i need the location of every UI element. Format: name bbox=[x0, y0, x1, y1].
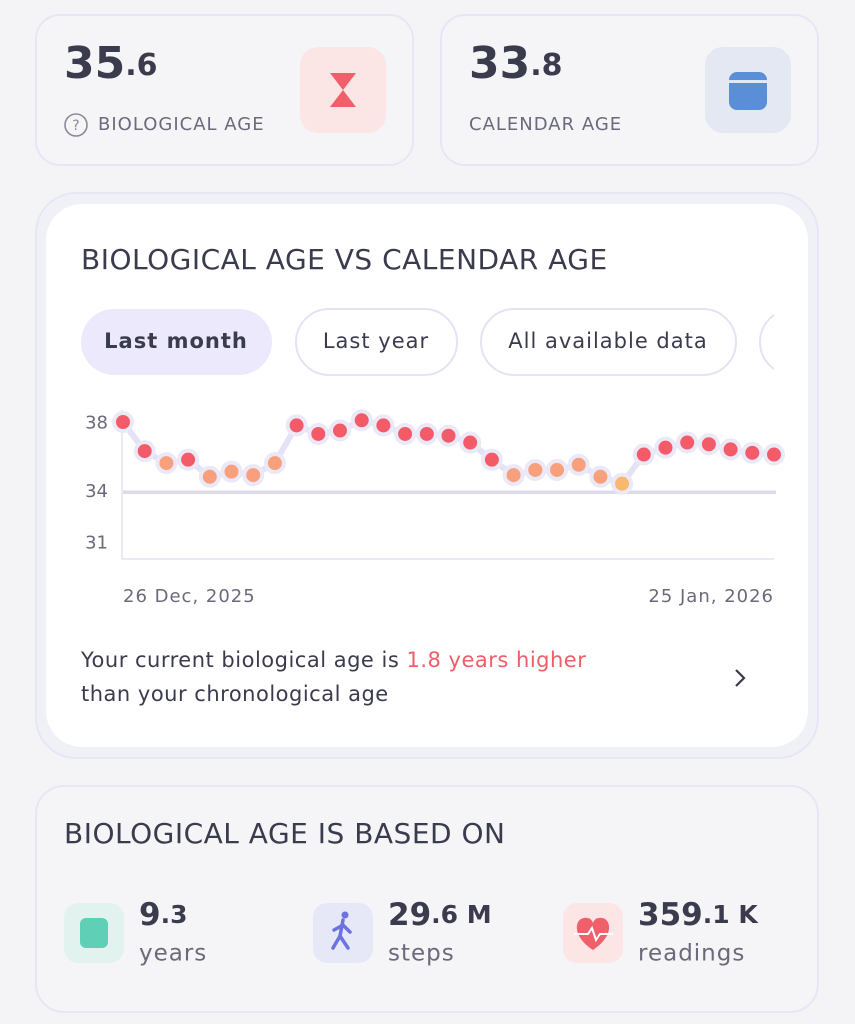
steps-head bbox=[341, 911, 349, 919]
plot: 31 34 38 26 Dec, 2025 25 Jan, 2026 bbox=[85, 409, 785, 607]
data-point bbox=[394, 422, 417, 445]
data-point bbox=[307, 422, 330, 445]
dec: .6 bbox=[431, 900, 458, 929]
help-mark: ? bbox=[72, 118, 79, 134]
tabs bbox=[81, 308, 855, 376]
data-point bbox=[437, 424, 460, 447]
unit: M bbox=[458, 900, 492, 929]
data-point bbox=[567, 453, 590, 476]
data-point bbox=[632, 443, 655, 466]
cal-label: CALENDAR AGE bbox=[469, 114, 622, 135]
summary-line2: than your chronological age bbox=[81, 682, 389, 706]
tab-label: All available data bbox=[508, 329, 707, 353]
steps-icon bbox=[331, 918, 352, 950]
item-label: steps bbox=[388, 941, 455, 967]
data-point bbox=[329, 419, 351, 442]
int: 359 bbox=[638, 897, 703, 933]
tab-label: Last month bbox=[104, 329, 248, 353]
dec: .3 bbox=[161, 900, 188, 929]
x-tick-label: 26 Dec, 2025 bbox=[123, 586, 256, 607]
tab[interactable] bbox=[295, 308, 458, 376]
item-label: readings bbox=[638, 941, 745, 967]
data-point bbox=[133, 440, 156, 463]
tab[interactable] bbox=[81, 309, 272, 375]
data-point bbox=[372, 414, 395, 437]
tab[interactable] bbox=[759, 309, 855, 375]
data-point bbox=[263, 452, 286, 475]
data-point bbox=[697, 433, 720, 456]
tab[interactable] bbox=[480, 308, 737, 376]
data-point bbox=[589, 465, 612, 488]
data-point bbox=[198, 465, 221, 488]
highlight: 1.8 years higher bbox=[406, 648, 586, 672]
y-tick-label: 34 bbox=[85, 481, 108, 502]
data-point bbox=[177, 448, 200, 471]
item-value: 359.1 K bbox=[638, 897, 759, 933]
item-label: years bbox=[139, 941, 207, 967]
hourglass-icon bbox=[330, 73, 356, 107]
int: 9 bbox=[139, 897, 161, 933]
pulse bbox=[574, 925, 613, 943]
dec: .1 bbox=[703, 900, 730, 929]
data-point bbox=[719, 438, 742, 461]
int: 33 bbox=[469, 38, 530, 89]
based-title: BIOLOGICAL AGE IS BASED ON bbox=[64, 817, 505, 850]
data-point bbox=[741, 441, 764, 464]
chart-title: BIOLOGICAL AGE VS CALENDAR AGE bbox=[81, 243, 608, 276]
data-point bbox=[350, 409, 373, 432]
bio-value: 35.6 bbox=[64, 38, 158, 89]
based-card bbox=[35, 785, 819, 1013]
data-point bbox=[285, 414, 308, 437]
bio-label: BIOLOGICAL AGE bbox=[98, 114, 265, 135]
dec: .8 bbox=[530, 48, 562, 83]
data-point bbox=[654, 436, 677, 459]
data-point bbox=[220, 460, 243, 483]
int: 35 bbox=[64, 38, 125, 89]
item-value: 9.3 bbox=[139, 897, 187, 933]
calendar-line bbox=[729, 80, 767, 83]
calendar-icon bbox=[80, 918, 108, 948]
data-point bbox=[242, 464, 265, 487]
data-point bbox=[546, 458, 568, 481]
icon-box bbox=[313, 903, 373, 963]
y-tick-label: 31 bbox=[85, 533, 108, 554]
summary-line1: Your current biological age is 1.8 years… bbox=[80, 648, 586, 672]
text: Your current biological age is bbox=[80, 648, 399, 672]
int: 29 bbox=[388, 897, 431, 933]
chevron[interactable] bbox=[735, 669, 746, 687]
dec: .6 bbox=[125, 48, 157, 83]
data-point bbox=[480, 448, 503, 471]
data-point bbox=[415, 422, 438, 445]
item-value: 29.6 M bbox=[388, 897, 492, 933]
calendar-icon bbox=[729, 72, 767, 110]
data-point bbox=[763, 443, 785, 466]
data-point bbox=[676, 431, 699, 454]
help-icon[interactable] bbox=[64, 113, 88, 137]
cal-value: 33.8 bbox=[469, 38, 563, 89]
x-tick-label: 25 Jan, 2026 bbox=[648, 586, 774, 607]
data-point bbox=[611, 472, 634, 495]
data-point bbox=[155, 452, 178, 475]
data-point bbox=[459, 431, 482, 454]
data-point bbox=[524, 458, 547, 481]
data-point bbox=[502, 464, 525, 487]
unit: K bbox=[730, 900, 760, 929]
y-tick-label: 38 bbox=[85, 413, 108, 434]
tab-label: Last year bbox=[323, 329, 429, 353]
data-point bbox=[112, 410, 134, 433]
